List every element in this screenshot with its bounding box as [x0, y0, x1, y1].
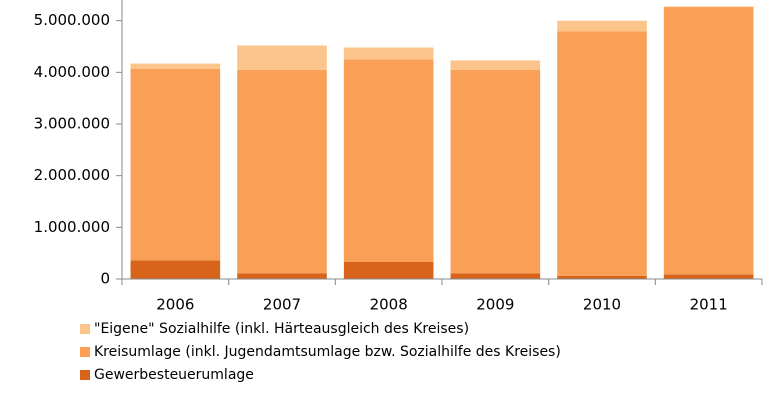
- y-tick-label: 1.000.000: [34, 218, 110, 236]
- bar-segment: [237, 45, 327, 70]
- x-tick-label: 2010: [583, 296, 621, 314]
- y-tick-label: 2.000.000: [34, 166, 110, 184]
- bar-segment: [557, 31, 647, 276]
- bar-segment: [663, 274, 754, 279]
- bar-segment: [130, 260, 221, 279]
- bar-segment: [450, 273, 541, 279]
- bar-segment: [130, 68, 221, 261]
- bar-segment: [450, 60, 541, 70]
- legend-label: Gewerbesteuerumlage: [94, 367, 254, 383]
- x-tick-label: 2009: [476, 296, 514, 314]
- y-tick-label: 0: [100, 270, 110, 288]
- bar-segment: [130, 63, 221, 69]
- legend-label: Kreisumlage (inkl. Jugendamtsumlage bzw.…: [94, 344, 561, 360]
- bar-segment: [343, 47, 434, 60]
- legend-swatch: [80, 324, 90, 334]
- bar-segment: [450, 69, 541, 274]
- bar-segment: [557, 275, 647, 279]
- bar-segment: [557, 20, 647, 32]
- bar-segment: [237, 273, 327, 279]
- bar-segment: [343, 59, 434, 262]
- x-tick-label: 2011: [690, 296, 728, 314]
- bar-segment: [237, 69, 327, 274]
- y-tick-label: 4.000.000: [34, 63, 110, 81]
- y-tick-label: 5.000.000: [34, 11, 110, 29]
- bar-segment: [343, 261, 434, 279]
- legend-label: "Eigene" Sozialhilfe (inkl. Härteausglei…: [94, 321, 469, 337]
- x-tick-label: 2008: [370, 296, 408, 314]
- x-tick-label: 2007: [263, 296, 301, 314]
- x-tick-label: 2006: [156, 296, 194, 314]
- legend-swatch: [80, 347, 90, 357]
- y-tick-label: 3.000.000: [34, 115, 110, 133]
- legend-swatch: [80, 370, 90, 380]
- bar-segment: [663, 6, 754, 275]
